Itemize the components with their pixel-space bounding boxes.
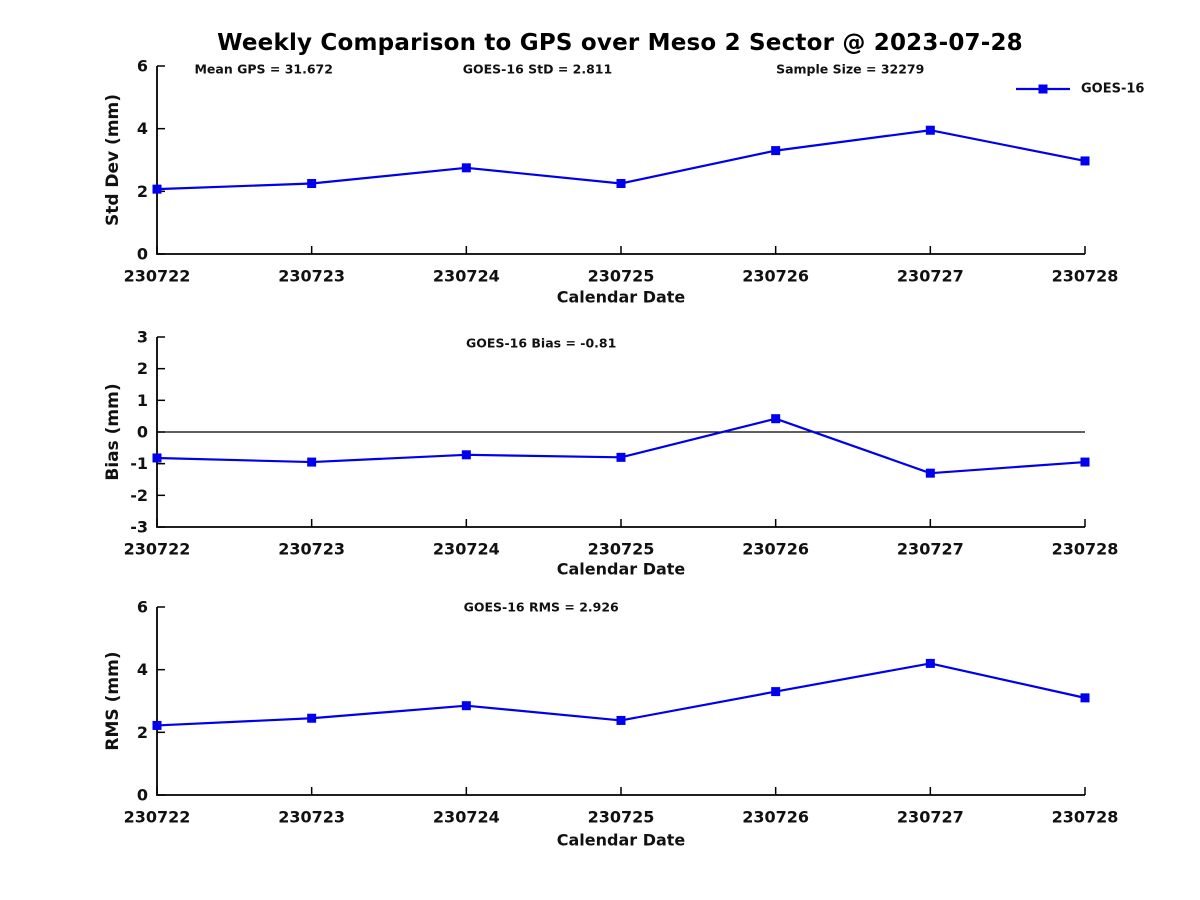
- chart-rms: 0 2 4 6 230722 230723 230724 230725 230726 230727…: [103, 598, 1118, 850]
- legend-marker: [1038, 84, 1048, 94]
- x-tick-label: 230725: [588, 267, 655, 286]
- data-point-marker: [616, 452, 626, 462]
- y-tick-label: 4: [137, 119, 148, 138]
- y-tick-label: 1: [137, 391, 148, 410]
- x-tick-label: 230724: [433, 808, 500, 827]
- annotation-text: GOES-16 RMS = 2.926: [464, 600, 619, 615]
- x-tick-label: 230727: [897, 808, 964, 827]
- chart-bias: -3 -2 -1 0 1 2 3 230722 230723 230724 230725 230726…: [103, 328, 1118, 579]
- x-tick-label: 230728: [1052, 808, 1119, 827]
- data-point-marker: [461, 701, 471, 711]
- x-tick-label: 230726: [742, 540, 809, 559]
- x-axis-title: Calendar Date: [557, 831, 686, 850]
- x-tick-label: 230728: [1052, 267, 1119, 286]
- x-tick-label: 230722: [124, 267, 191, 286]
- x-tick-label: 230728: [1052, 540, 1119, 559]
- x-tick-label: 230727: [897, 267, 964, 286]
- x-tick-label: 230722: [124, 808, 191, 827]
- y-tick-label: 2: [137, 359, 148, 378]
- y-tick-label: 2: [137, 182, 148, 201]
- data-point-marker: [307, 713, 317, 723]
- axis-line: [156, 607, 1085, 796]
- y-tick-label: 0: [137, 245, 148, 264]
- axis-line: [156, 66, 1085, 255]
- x-axis-title: Calendar Date: [557, 560, 686, 579]
- y-tick-label: 6: [137, 598, 148, 617]
- data-point-marker: [771, 146, 781, 156]
- y-axis-title: RMS (mm): [103, 651, 123, 750]
- y-tick-label: -2: [130, 486, 148, 505]
- figure-title: Weekly Comparison to GPS over Meso 2 Sec…: [217, 30, 1023, 56]
- legend: GOES-16: [1016, 82, 1144, 97]
- x-tick-label: 230727: [897, 540, 964, 559]
- x-tick-label: 230723: [278, 540, 345, 559]
- data-line-bias: [156, 417, 1086, 475]
- annotation-text: Sample Size = 32279: [776, 62, 924, 77]
- data-point-marker: [461, 450, 471, 460]
- x-tick-label: 230726: [742, 808, 809, 827]
- data-point-marker: [1080, 156, 1090, 166]
- data-point-marker: [152, 453, 162, 463]
- data-point-marker: [1080, 693, 1090, 703]
- x-tick-label: 230725: [588, 808, 655, 827]
- x-tick-label: 230722: [124, 540, 191, 559]
- data-point-marker: [461, 163, 471, 173]
- data-point-marker: [152, 720, 162, 730]
- x-tick-label: 230726: [742, 267, 809, 286]
- legend-label: GOES-16: [1081, 82, 1144, 97]
- x-tick-label: 230725: [588, 540, 655, 559]
- data-point-marker: [771, 687, 781, 697]
- y-tick-label: 6: [137, 57, 148, 76]
- data-point-marker: [925, 125, 935, 135]
- x-tick-label: 230724: [433, 540, 500, 559]
- y-tick-label: 3: [137, 328, 148, 347]
- data-point-marker: [152, 184, 162, 194]
- data-point-marker: [925, 468, 935, 478]
- y-tick-label: 2: [137, 723, 148, 742]
- y-tick-label: -3: [130, 518, 148, 537]
- data-point-marker: [1080, 457, 1090, 467]
- x-tick-label: 230724: [433, 267, 500, 286]
- data-point-marker: [307, 179, 317, 188]
- y-axis-title: Bias (mm): [103, 383, 123, 480]
- x-axis-title: Calendar Date: [557, 288, 686, 307]
- y-tick-label: -1: [130, 454, 148, 473]
- annotation-text: GOES-16 Bias = -0.81: [466, 336, 616, 351]
- data-point-marker: [616, 715, 626, 725]
- chart-std-dev: 0 2 4 6 230722 230723 230724 230725 230726 230727…: [103, 57, 1144, 307]
- annotation-text: Mean GPS = 31.672: [194, 62, 332, 77]
- y-axis-title: Std Dev (mm): [103, 94, 123, 226]
- data-point-marker: [771, 414, 781, 424]
- data-point-marker: [925, 658, 935, 668]
- x-tick-label: 230723: [278, 267, 345, 286]
- y-tick-label: 0: [137, 423, 148, 442]
- annotation-text: GOES-16 StD = 2.811: [463, 62, 612, 77]
- data-point-marker: [307, 457, 317, 467]
- y-tick-label: 0: [137, 786, 148, 805]
- data-point-marker: [616, 179, 626, 188]
- x-tick-label: 230723: [278, 808, 345, 827]
- y-tick-label: 4: [137, 660, 148, 679]
